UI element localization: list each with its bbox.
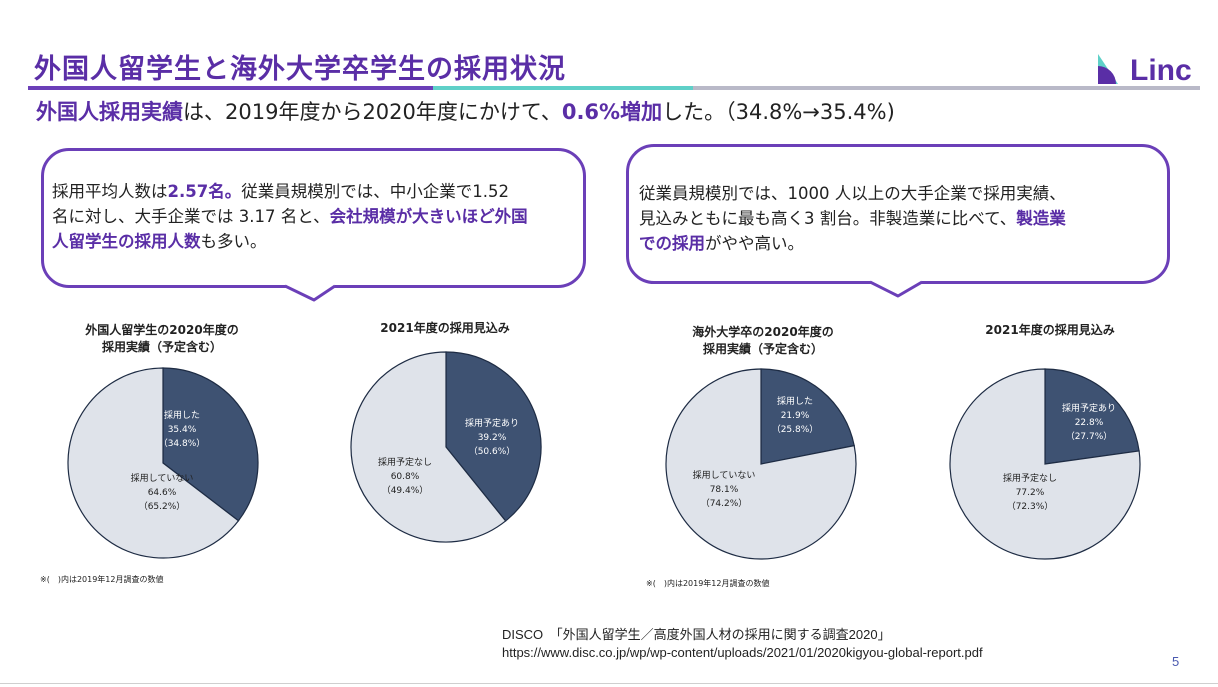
bubble-right-emphasis-1: 製造業 <box>1016 209 1066 228</box>
pie-3-title-line-1: 海外大学卒の2020年度の <box>692 325 834 339</box>
pie-4-slice-2 <box>949 368 1141 560</box>
pie-1-title-line-1: 外国人留学生の2020年度の <box>85 323 239 337</box>
pie-1-slice-2 <box>67 367 240 559</box>
linc-logo: Linc <box>1096 52 1206 88</box>
pie-3-slice-2-label-1: 採用していない <box>693 469 756 481</box>
pie-4-slice-1-label-1: 採用予定あり <box>1062 402 1116 414</box>
pie-1-slice-1-label-2: 35.4% <box>168 425 197 435</box>
logo-text: Linc <box>1130 54 1192 87</box>
pie-1-slice-2-label-1: 採用していない <box>131 472 194 484</box>
pie-3-slice-1-label-2: 21.9% <box>781 411 810 421</box>
pie-chart-2: 採用予定あり 39.2% （50.6%） 採用予定なし 60.8% （49.4%） <box>350 351 542 543</box>
pie-4-title-line-1: 2021年度の採用見込み <box>985 323 1115 337</box>
pie-2-title-line-1: 2021年度の採用見込み <box>380 321 510 335</box>
pie-4-slice-1-label-3: （27.7%） <box>1066 431 1113 442</box>
title-underline-teal <box>433 86 693 90</box>
title-underline-purple <box>28 86 433 90</box>
pie-1-slice-2-label-3: （65.2%） <box>139 501 186 512</box>
source-citation: DISCO 「外国人留学生／高度外国人材の採用に関する調査2020」 <box>502 627 891 642</box>
pie-2-slice-2-label-3: （49.4%） <box>382 485 429 496</box>
pie-3-title: 海外大学卒の2020年度の 採用実績（予定含む） <box>658 324 868 358</box>
bubble-left-emphasis-2: 会社規模が大きいほど外国 <box>329 207 528 226</box>
speech-bubble-right: 従業員規模別では、1000 人以上の大手企業で採用実績、 見込みともに最も高く3… <box>626 144 1170 284</box>
summary-text-1: は、2019年度から2020年度にかけて、 <box>183 100 562 124</box>
pie-3-title-line-2: 採用実績（予定含む） <box>702 342 823 356</box>
summary-emphasis-2: 0.6%増加 <box>561 100 663 124</box>
pie-note-left: ※( )内は2019年12月調査の数値 <box>40 575 164 584</box>
bubble-right-text-2: 見込みともに最も高く3 割台。非製造業に比べて、 <box>639 209 1017 228</box>
pie-3-slice-1-label-3: （25.8%） <box>772 424 819 435</box>
pie-4-slice-1-label-2: 22.8% <box>1075 418 1104 428</box>
pie-2-slice-1-label-2: 39.2% <box>478 433 507 443</box>
pie-1-slice-1 <box>162 367 259 522</box>
bubble-left-emphasis-1: 2.57名。 <box>167 182 242 201</box>
pie-4-slice-1 <box>1044 368 1140 465</box>
pie-2-title: 2021年度の採用見込み <box>340 320 550 337</box>
pie-chart-4: 採用予定あり 22.8% （27.7%） 採用予定なし 77.2% （72.3%） <box>949 368 1141 560</box>
pie-3-slice-1-label-1: 採用した <box>777 395 813 407</box>
pie-2-slice-1 <box>445 351 542 522</box>
speech-bubble-left-tail <box>285 284 335 302</box>
pie-3-slice-2-label-3: （74.2%） <box>701 498 748 509</box>
bubble-left-text-2: 従業員規模別では、中小企業で1.52 <box>241 182 509 201</box>
pie-1-title: 外国人留学生の2020年度の 採用実績（予定含む） <box>52 322 272 356</box>
pie-1-slice-1-label-3: （34.8%） <box>159 438 206 449</box>
bubble-left-text-1: 採用平均人数は <box>52 182 168 201</box>
pie-2-slice-1-label-3: （50.6%） <box>469 446 516 457</box>
bubble-right-text-1: 従業員規模別では、1000 人以上の大手企業で採用実績、 <box>639 184 1066 203</box>
source-url-link[interactable]: https://www.disc.co.jp/wp/wp-content/upl… <box>502 645 983 660</box>
speech-bubble-right-tail <box>870 280 922 298</box>
pie-1-slice-1-label-1: 採用した <box>164 409 200 421</box>
pie-2-slice-1-label-1: 採用予定あり <box>465 417 519 429</box>
summary-text-2: した。（34.8%→35.4%) <box>662 100 895 124</box>
bottom-rule <box>0 683 1218 684</box>
pie-1-slice-2-label-2: 64.6% <box>148 488 177 498</box>
pie-2-slice-2-label-2: 60.8% <box>391 472 420 482</box>
pie-2-slice-2-label-1: 採用予定なし <box>378 456 432 468</box>
pie-4-slice-2-label-3: （72.3%） <box>1007 501 1054 512</box>
summary-emphasis-1: 外国人採用実績 <box>36 100 183 124</box>
summary-line: 外国人採用実績は、2019年度から2020年度にかけて、0.6%増加した。（34… <box>36 96 895 126</box>
speech-bubble-left: 採用平均人数は2.57名。従業員規模別では、中小企業で1.52 名に対し、大手企… <box>41 148 586 288</box>
pie-note-right: ※( )内は2019年12月調査の数値 <box>646 579 770 588</box>
pie-3-slice-1 <box>760 368 855 465</box>
bubble-left-emphasis-3: 人留学生の採用人数 <box>52 232 201 251</box>
pie-4-slice-2-label-1: 採用予定なし <box>1003 472 1057 484</box>
pie-4-slice-2-label-2: 77.2% <box>1016 488 1045 498</box>
pie-3-slice-2 <box>665 368 857 560</box>
bubble-right-text-3: がやや高い。 <box>705 234 804 253</box>
pie-4-title: 2021年度の採用見込み <box>945 322 1155 339</box>
linc-logo-icon <box>1098 54 1118 84</box>
page-number: 5 <box>1172 654 1180 669</box>
page-title: 外国人留学生と海外大学卒学生の採用状況 <box>34 54 566 85</box>
pie-2-slice-2 <box>350 351 507 543</box>
bubble-left-text-3: 名に対し、大手企業では 3.17 名と、 <box>52 207 330 226</box>
bubble-left-text-4: も多い。 <box>200 232 267 251</box>
bubble-right-emphasis-2: での採用 <box>639 234 705 253</box>
pie-chart-1: 採用した 35.4% （34.8%） 採用していない 64.6% （65.2%） <box>67 367 259 559</box>
pie-chart-3: 採用した 21.9% （25.8%） 採用していない 78.1% （74.2%） <box>665 368 857 560</box>
pie-3-slice-2-label-2: 78.1% <box>710 485 739 495</box>
title-underline-gray <box>693 86 1200 90</box>
pie-1-title-line-2: 採用実績（予定含む） <box>101 340 222 354</box>
